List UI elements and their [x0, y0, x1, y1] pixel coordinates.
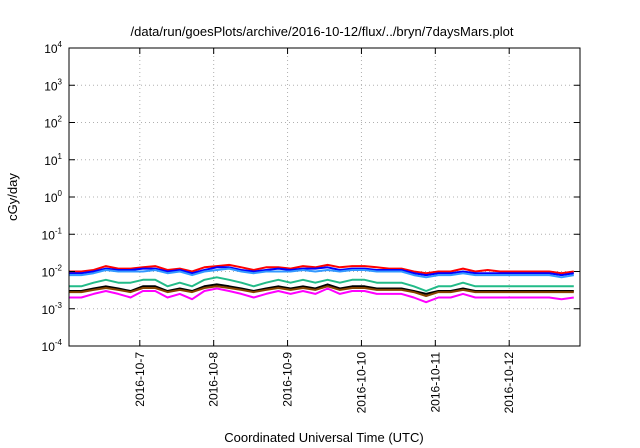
chart-title: /data/run/goesPlots/archive/2016-10-12/f… — [131, 24, 514, 39]
series-line — [69, 287, 574, 304]
y-tick-label: 101 — [44, 152, 62, 168]
x-tick-label: 2016-10-12 — [502, 352, 516, 414]
y-axis-label: cGy/day — [5, 173, 20, 221]
x-tick-label: 2016-10-10 — [354, 352, 368, 414]
series-group — [69, 263, 574, 304]
grid — [69, 48, 580, 346]
x-axis-label: Coordinated Universal Time (UTC) — [224, 430, 423, 445]
series-line — [69, 285, 574, 297]
y-tick-label: 10-3 — [42, 301, 63, 317]
x-tick-label: 2016-10-7 — [133, 352, 147, 407]
x-ticks: 2016-10-7 2016-10-8 2016-10-9 2016-10-10 201… — [133, 48, 516, 413]
y-tick-label: 104 — [44, 40, 62, 56]
y-tick-label: 10-4 — [42, 338, 63, 354]
series-line — [69, 266, 574, 277]
y-tick-label: 10-2 — [42, 264, 63, 280]
y-tick-label: 102 — [44, 115, 62, 131]
series-line — [69, 276, 574, 292]
series-line — [69, 283, 574, 295]
series-line — [69, 263, 574, 275]
x-tick-label: 2016-10-9 — [281, 352, 295, 407]
y-tick-label: 10-1 — [42, 226, 63, 242]
x-tick-label: 2016-10-11 — [428, 352, 442, 413]
x-tick-label: 2016-10-8 — [207, 352, 221, 407]
y-tick-label: 100 — [44, 189, 62, 205]
y-tick-label: 103 — [44, 77, 62, 93]
series-line — [69, 267, 574, 279]
y-ticks: 104 103 102 101 100 10-1 10-2 10-3 10-4 — [42, 40, 580, 354]
